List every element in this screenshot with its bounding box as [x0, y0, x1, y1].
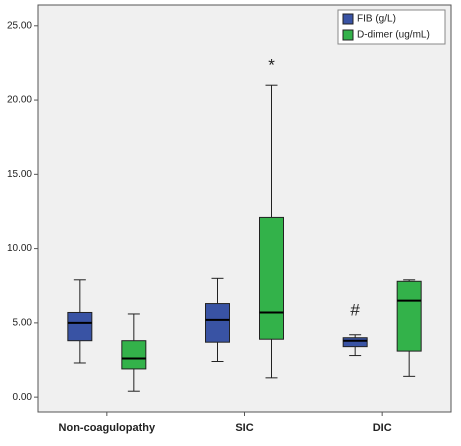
y-tick-label: 0.00: [13, 392, 33, 403]
y-tick-label: 20.00: [7, 95, 32, 106]
box: [205, 303, 230, 343]
legend-label: D-dimer (ug/mL): [357, 30, 430, 41]
plot-area: [37, 4, 452, 413]
y-tick-label: 5.00: [13, 318, 33, 329]
x-tick-label: Non-coagulopathy: [59, 422, 156, 434]
box: [121, 340, 147, 370]
legend-label: FIB (g/L): [357, 14, 396, 25]
outlier-marker: #: [350, 300, 360, 319]
y-tick-label: 25.00: [7, 20, 32, 31]
box: [259, 216, 284, 340]
box: [67, 311, 93, 342]
legend-swatch: [342, 13, 354, 25]
box: [396, 280, 422, 352]
legend-swatch: [342, 29, 354, 41]
outlier-marker: *: [268, 55, 275, 74]
y-tick-label: 10.00: [7, 243, 32, 254]
legend-box: [337, 9, 446, 45]
x-tick-label: SIC: [235, 422, 253, 434]
y-tick-label: 15.00: [7, 169, 32, 180]
x-tick-label: DIC: [373, 422, 392, 434]
box: [342, 337, 368, 348]
